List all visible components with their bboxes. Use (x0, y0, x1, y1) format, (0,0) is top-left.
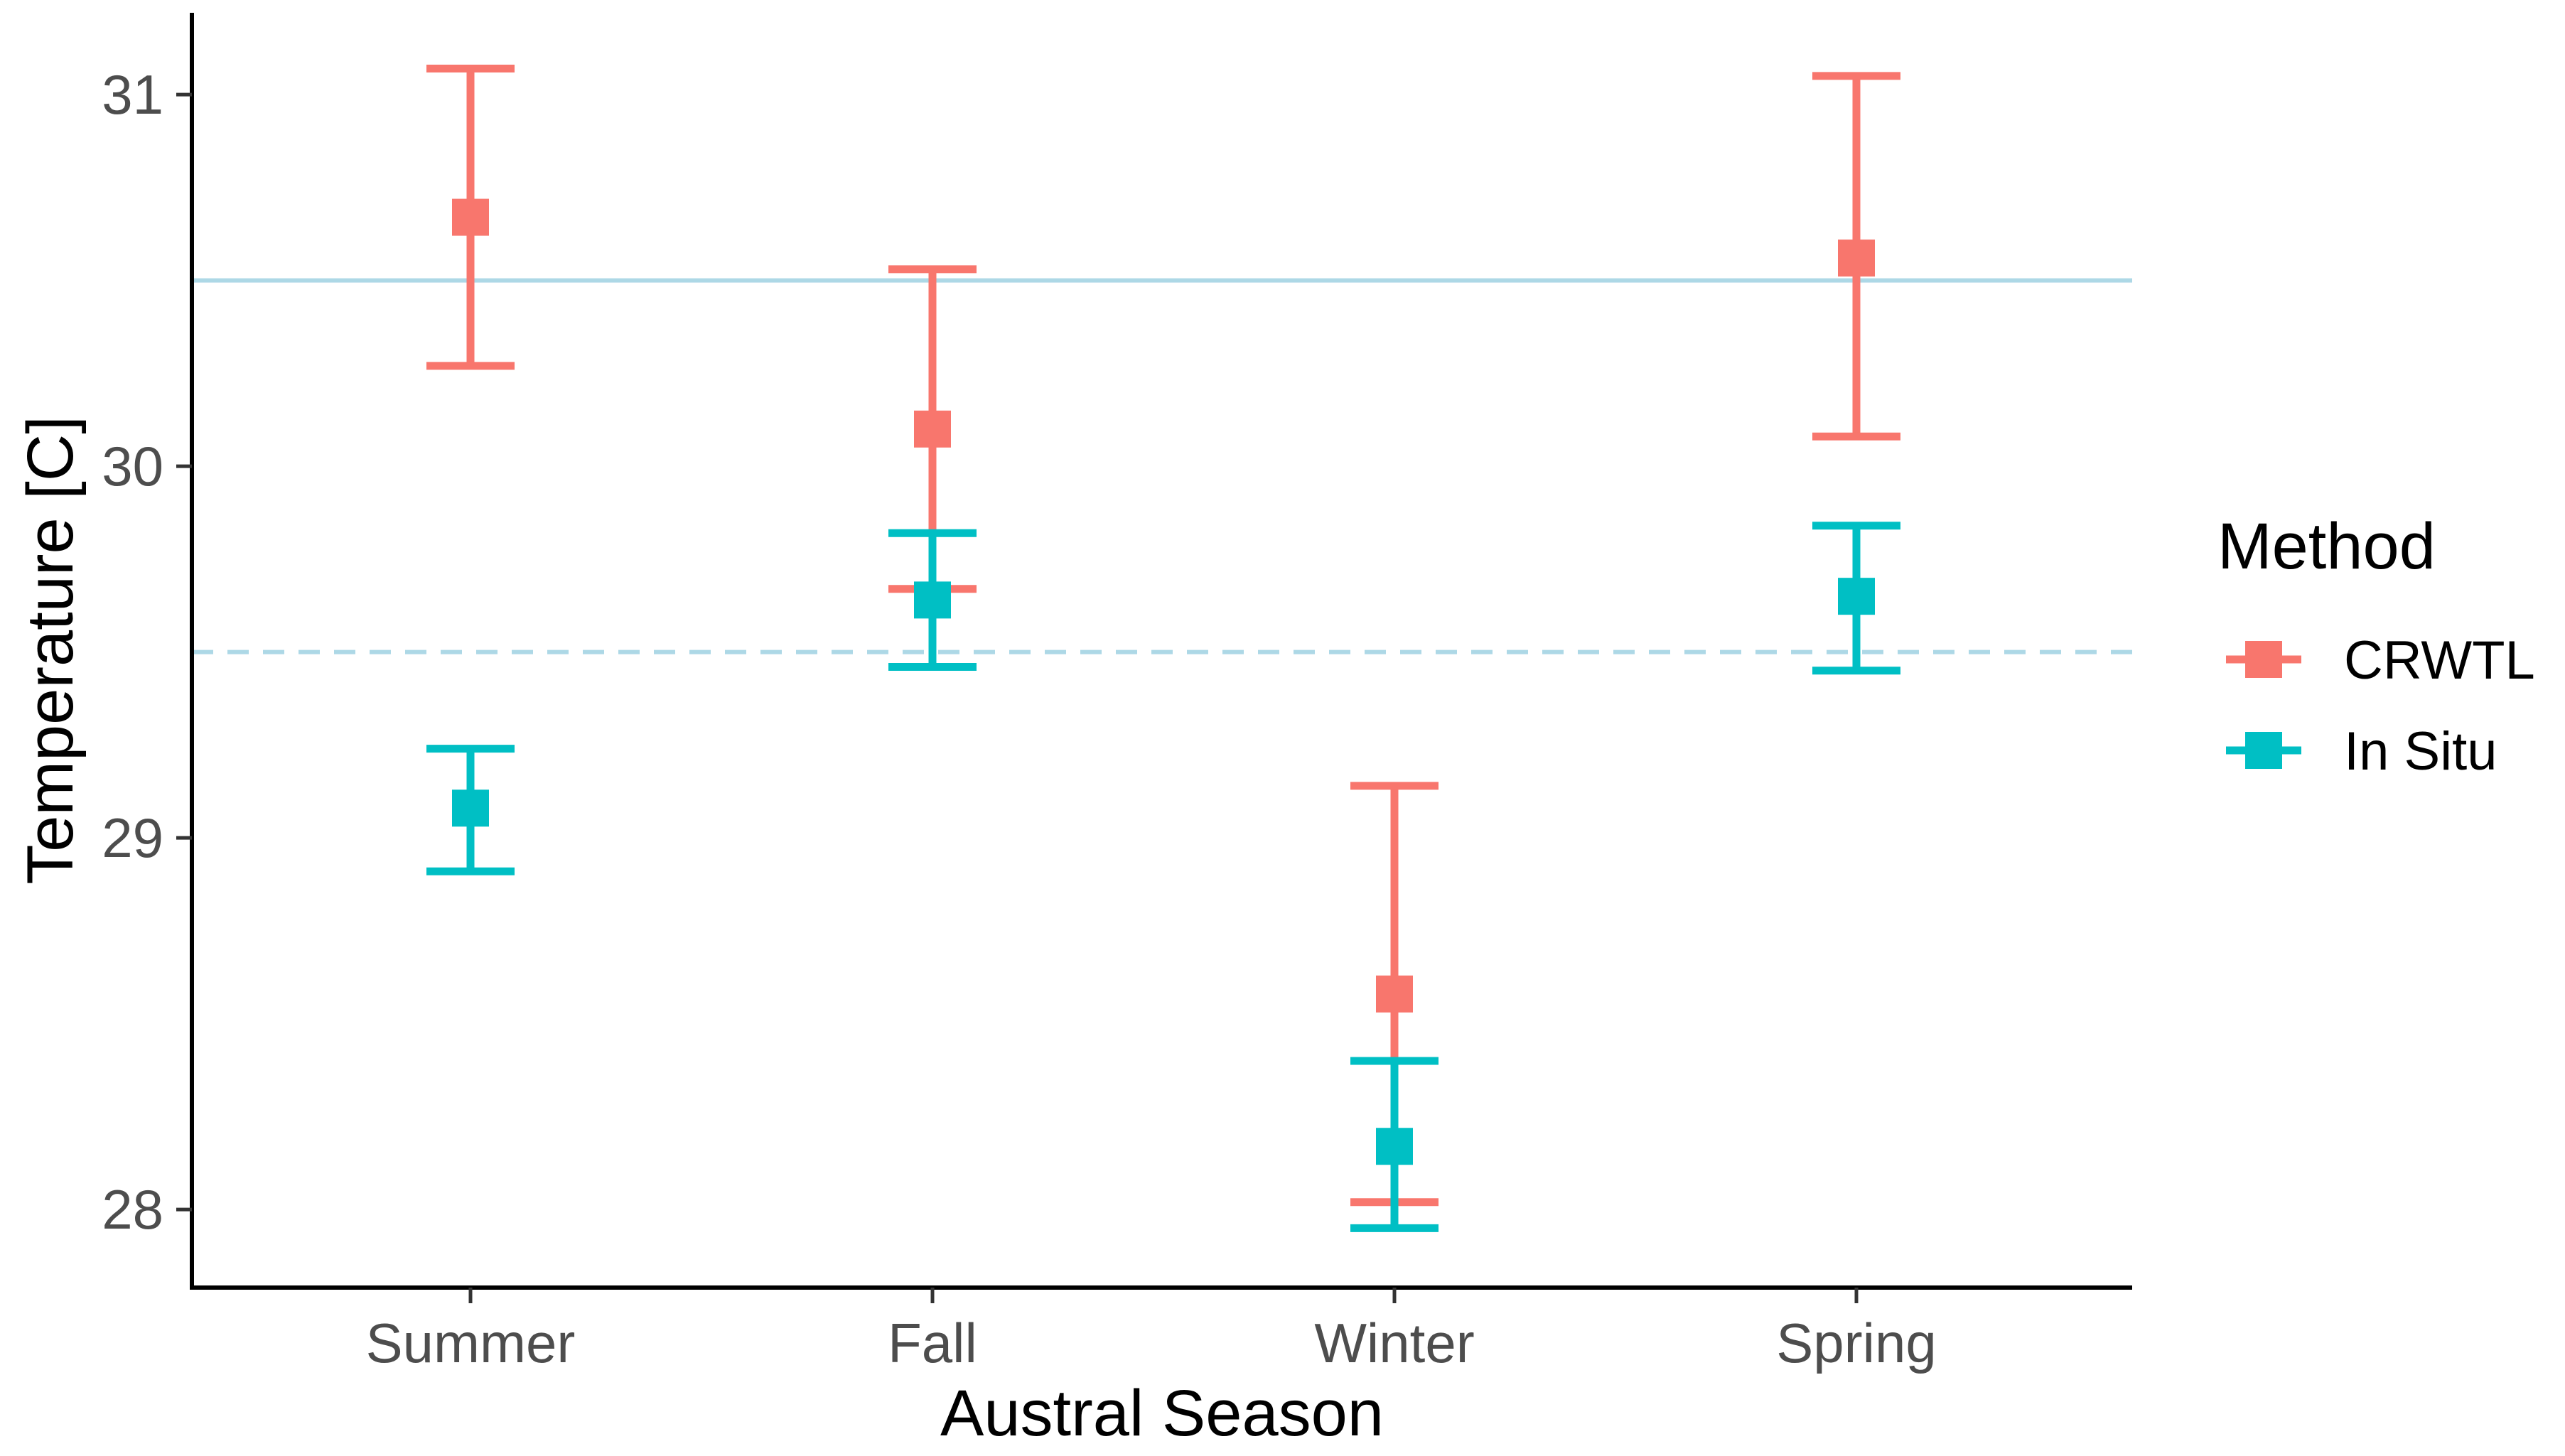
x-tick-label-summer: Summer (366, 1312, 576, 1374)
reference-lines (192, 278, 2132, 654)
y-tick-label: 30 (102, 435, 163, 497)
legend-key-square (2245, 732, 2282, 769)
point-crwtl-winter (1376, 975, 1413, 1013)
legend-key-square (2245, 641, 2282, 678)
legend-label-crwtl: CRWTL (2344, 630, 2535, 691)
legend-label-in-situ: In Situ (2344, 721, 2497, 782)
point-in-situ-spring (1838, 578, 1875, 615)
point-in-situ-fall (914, 581, 951, 619)
point-crwtl-summer (452, 198, 489, 236)
legend: Method CRWTL In Situ (2217, 510, 2535, 782)
error-bars (426, 64, 1900, 1232)
x-tick-label-spring: Spring (1776, 1312, 1936, 1374)
axes (190, 13, 2132, 1290)
data-points (452, 198, 1875, 1165)
x-tick-label-winter: Winter (1314, 1312, 1474, 1374)
y-axis-title: Temperature [C] (14, 416, 87, 885)
legend-key-crwtl (2226, 641, 2301, 678)
point-crwtl-spring (1838, 239, 1875, 277)
point-in-situ-summer (452, 789, 489, 827)
y-tick-label: 31 (102, 63, 163, 126)
x-axis-title: Austral Season (940, 1377, 1384, 1450)
y-tick-label: 29 (102, 807, 163, 869)
axis-ticks: 28 29 30 31 Summer Fall Winter Spring (102, 63, 1937, 1374)
legend-title: Method (2217, 510, 2436, 583)
legend-key-in-situ (2226, 732, 2301, 769)
y-tick-label: 28 (102, 1178, 163, 1241)
point-crwtl-fall (914, 410, 951, 448)
x-tick-label-fall: Fall (888, 1312, 977, 1374)
point-in-situ-winter (1376, 1128, 1413, 1165)
